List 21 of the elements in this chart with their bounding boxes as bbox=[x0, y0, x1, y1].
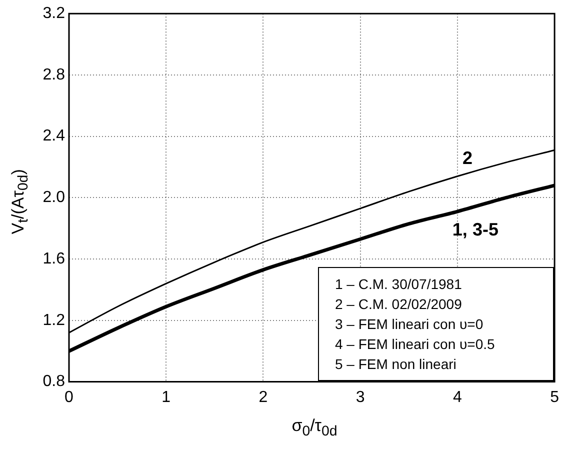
x-tick-label: 5 bbox=[550, 388, 560, 406]
annotation: 3 – FEM lineari con υ=0 bbox=[335, 315, 484, 334]
y-tick-label: 1.2 bbox=[42, 312, 66, 329]
annotation: 5 – FEM non lineari bbox=[335, 355, 458, 374]
annotation: 4 – FEM lineari con υ=0.5 bbox=[335, 335, 496, 354]
y-tick-label: 2.4 bbox=[42, 128, 66, 145]
y-tick-label: 1.6 bbox=[42, 250, 66, 268]
x-tick-label: 1 bbox=[162, 388, 171, 406]
series-label: 2 bbox=[462, 148, 472, 168]
x-tick-label: 4 bbox=[452, 388, 462, 406]
x-tick-label: 2 bbox=[258, 388, 268, 406]
x-tick-label: 0 bbox=[64, 388, 74, 406]
y-tick-label: 2.0 bbox=[42, 189, 66, 206]
x-axis-title: σ$_{0}$/τ$_{0d}$ bbox=[290, 416, 338, 440]
y-tick-label: 3.2 bbox=[42, 5, 66, 22]
y-tick-label: 2.8 bbox=[42, 66, 66, 84]
y-tick-label: 0.8 bbox=[42, 373, 66, 390]
series-label: 1, 3-5 bbox=[452, 219, 498, 240]
annotation: 2 – C.M. 02/02/2009 bbox=[335, 295, 463, 314]
annotation: 1 – C.M. 30/07/1981 bbox=[335, 275, 463, 294]
x-tick-label: 3 bbox=[356, 388, 365, 406]
